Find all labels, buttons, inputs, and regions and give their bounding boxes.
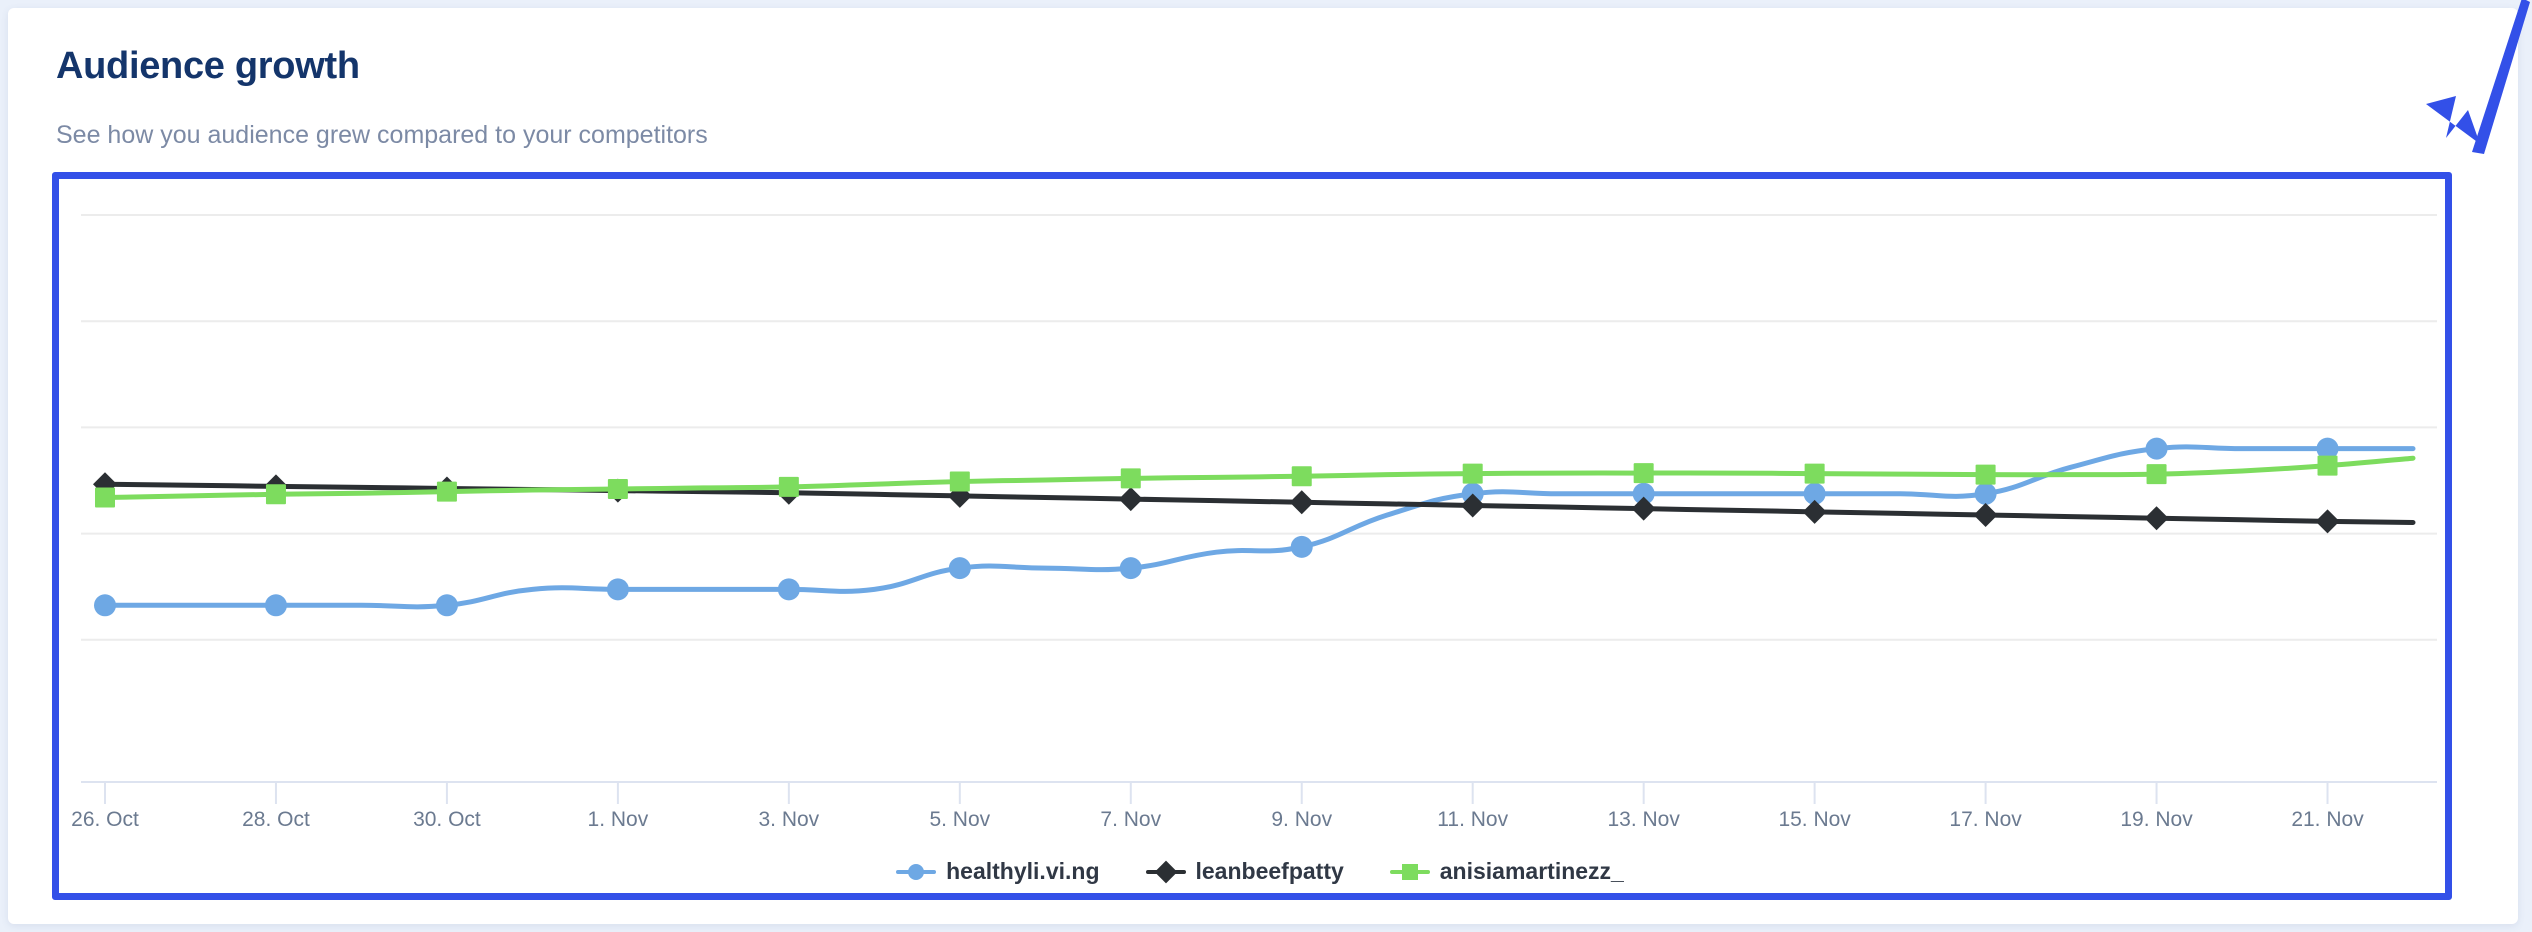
arrow-down-left-icon [2426, 0, 2530, 154]
x-axis-tick-label: 7. Nov [1100, 808, 1162, 831]
data-point-marker[interactable] [1804, 463, 1825, 484]
data-point-marker[interactable] [2316, 437, 2339, 460]
data-point-marker[interactable] [2317, 455, 2338, 476]
page-subtitle: See how you audience grew compared to yo… [56, 121, 708, 149]
data-point-marker[interactable] [436, 481, 457, 502]
data-point-marker[interactable] [1290, 535, 1313, 558]
data-point-marker[interactable] [778, 476, 799, 497]
data-point-marker[interactable] [1118, 487, 1143, 512]
data-point-marker[interactable] [1460, 493, 1485, 518]
chart-legend[interactable]: healthyli.vi.ng leanbeefpatty anisiamartin… [67, 858, 2453, 885]
legend-item-leanbeefpatty[interactable]: leanbeefpatty [1145, 858, 1344, 885]
data-point-marker[interactable] [1803, 482, 1826, 505]
data-point-marker[interactable] [606, 578, 629, 601]
data-point-marker[interactable] [607, 478, 628, 499]
data-point-marker[interactable] [1973, 503, 1998, 528]
data-point-marker[interactable] [948, 557, 971, 580]
data-point-marker[interactable] [1631, 496, 1656, 521]
audience-growth-card: Audience growth See how you audience gre… [8, 8, 2518, 924]
data-point-marker[interactable] [2144, 506, 2169, 531]
data-point-marker[interactable] [265, 484, 286, 505]
data-point-marker[interactable] [1291, 466, 1312, 487]
circle-marker-icon [896, 863, 937, 881]
x-axis-tick-label: 28. Oct [242, 808, 310, 831]
x-axis-tick-label: 1. Nov [587, 808, 649, 831]
x-axis-tick-label: 13. Nov [1607, 808, 1680, 831]
series-line [102, 455, 2416, 500]
data-point-marker[interactable] [1633, 463, 1654, 484]
legend-label: healthyli.vi.ng [946, 858, 1100, 884]
line-chart-canvas[interactable] [67, 187, 2453, 901]
audience-growth-chart[interactable]: 26. Oct 28. Oct 30. Oct 1. Nov 3. Nov 5. Nov 7… [67, 187, 2453, 901]
x-axis-tick-label: 11. Nov [1437, 808, 1509, 831]
data-point-marker[interactable] [435, 594, 458, 617]
x-axis-tick-label: 26. Oct [71, 808, 139, 831]
legend-label: leanbeefpatty [1195, 858, 1344, 884]
x-axis-tick-label: 21. Nov [2291, 808, 2364, 831]
data-point-marker[interactable] [2145, 437, 2168, 460]
x-axis-tick-label: 5. Nov [929, 808, 991, 831]
data-point-marker[interactable] [94, 594, 116, 617]
series-line [102, 444, 2416, 610]
data-point-marker[interactable] [1632, 482, 1655, 505]
data-point-marker[interactable] [264, 594, 287, 617]
legend-item-anisiamartinezz_[interactable]: anisiamartinezz_ [1389, 858, 1624, 885]
data-point-marker[interactable] [1120, 468, 1141, 489]
data-point-marker[interactable] [95, 487, 115, 508]
data-point-marker[interactable] [2315, 509, 2340, 534]
data-point-marker[interactable] [1289, 490, 1314, 515]
page-title: Audience growth [56, 45, 360, 87]
x-axis-tick-label: 30. Oct [413, 808, 481, 831]
square-marker-icon [1389, 863, 1430, 881]
data-point-marker[interactable] [949, 471, 970, 492]
x-axis-tick-label: 9. Nov [1271, 808, 1333, 831]
data-point-marker[interactable] [1119, 557, 1142, 580]
data-point-marker[interactable] [1974, 482, 1997, 505]
data-point-marker[interactable] [1802, 499, 1827, 524]
x-axis-tick-label: 15. Nov [1778, 808, 1851, 831]
legend-label: anisiamartinezz_ [1439, 858, 1624, 884]
x-axis-tick-label: 17. Nov [1949, 808, 2022, 831]
legend-item-healthyli.vi.ng[interactable]: healthyli.vi.ng [896, 858, 1100, 885]
data-point-marker[interactable] [1462, 463, 1483, 484]
x-axis-tick-label: 3. Nov [758, 808, 820, 831]
data-point-marker[interactable] [777, 578, 800, 601]
series-healthyli.vi.ng[interactable] [94, 437, 2416, 617]
diamond-marker-icon [1145, 860, 1186, 883]
series-anisiamartinezz_[interactable] [95, 455, 2416, 508]
data-point-marker[interactable] [1975, 464, 1996, 485]
series-leanbeefpatty[interactable] [93, 472, 2416, 534]
data-point-marker[interactable] [2146, 464, 2167, 485]
x-axis-tick-label: 19. Nov [2120, 808, 2193, 831]
